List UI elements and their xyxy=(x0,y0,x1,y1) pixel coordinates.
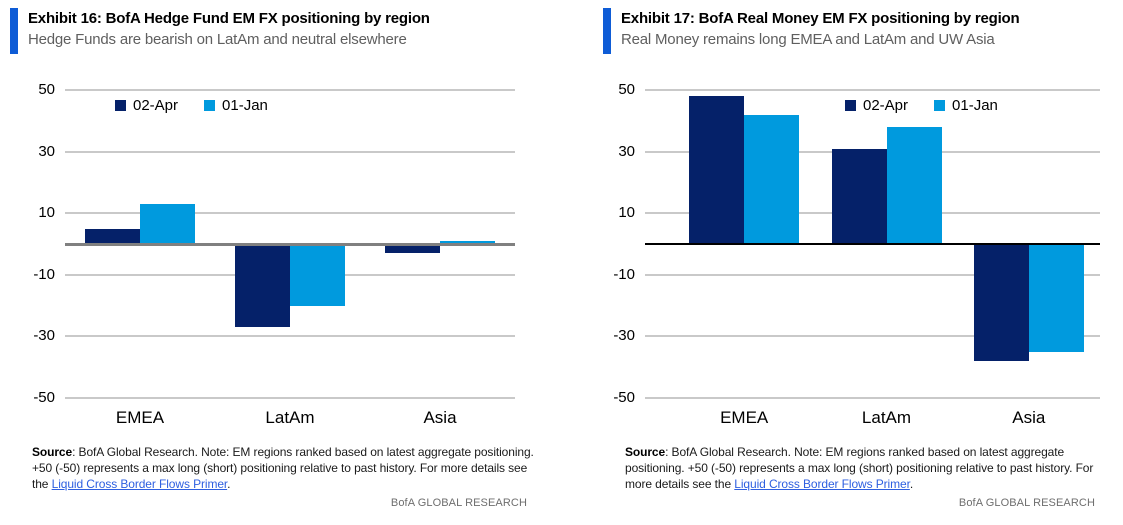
bar-01-Jan-Asia xyxy=(440,240,495,244)
x-axis-label-Asia: Asia xyxy=(1012,408,1046,427)
legend-item-01-Jan: 01-Jan xyxy=(204,97,268,114)
y-axis-tick-label: -30 xyxy=(33,327,55,345)
x-axis-label-LatAm: LatAm xyxy=(861,408,912,427)
exhibit-subtitle: Real Money remains long EMEA and LatAm a… xyxy=(621,31,995,48)
exhibit-subtitle: Hedge Funds are bearish on LatAm and neu… xyxy=(28,31,407,48)
legend-swatch xyxy=(934,100,946,111)
gridline--50 xyxy=(65,397,515,399)
gridline--50 xyxy=(645,397,1100,399)
legend-item-02-Apr: 02-Apr xyxy=(115,97,178,114)
y-axis-tick-label: -50 xyxy=(33,389,55,406)
bar-01-Jan-EMEA xyxy=(744,114,800,244)
source-label: Source xyxy=(32,445,73,459)
brand-label: BofA GLOBAL RESEARCH xyxy=(958,497,1095,509)
accent-bar xyxy=(10,8,18,54)
exhibit-16-header: Exhibit 16: BofA Hedge Fund EM FX positi… xyxy=(10,8,555,54)
footnote: Source: BofA Global Research. Note: EM r… xyxy=(625,444,1117,492)
exhibit-17-header: Exhibit 17: BofA Real Money EM FX positi… xyxy=(603,8,1123,54)
chart-area: 02-Apr 01-Jan 50 30 10 -10 -30 -50 EMEA LatAm Asi… xyxy=(603,81,1123,432)
primer-link[interactable]: Liquid Cross Border Flows Primer xyxy=(51,477,228,491)
zero-axis-line xyxy=(645,243,1100,245)
y-axis-tick-label: -30 xyxy=(613,327,635,345)
bar-02-Apr-Asia xyxy=(385,244,440,254)
y-axis-tick-label: 10 xyxy=(618,204,635,222)
footnote-text: : BofA Global Research. Note: EM regions… xyxy=(625,445,1094,491)
bar-01-Jan-Asia xyxy=(1028,244,1084,352)
x-axis-label-Asia: Asia xyxy=(423,408,457,427)
legend-swatch xyxy=(115,100,126,111)
legend-item-01-Jan: 01-Jan xyxy=(934,97,998,114)
legend-item-02-Apr: 02-Apr xyxy=(845,97,908,114)
footnote-text: : BofA Global Research. Note: EM regions… xyxy=(32,445,534,491)
zero-axis-line xyxy=(65,243,515,246)
gridline--10 xyxy=(645,273,1100,276)
y-axis-tick-label: 50 xyxy=(618,81,635,98)
legend-label: 02-Apr xyxy=(863,97,909,114)
panel-exhibit-17: Exhibit 17: BofA Real Money EM FX positi… xyxy=(603,8,1123,509)
exhibit-title: Exhibit 16: BofA Hedge Fund EM FX positi… xyxy=(28,10,430,27)
bar-02-Apr-EMEA xyxy=(689,96,745,244)
primer-link[interactable]: Liquid Cross Border Flows Primer xyxy=(734,477,910,491)
chart-area: 02-Apr 01-Jan 50 30 10 -10 -30 -50 EMEA LatAm Asi… xyxy=(10,81,555,432)
gridline-50 xyxy=(65,89,515,91)
bar-02-Apr-Asia xyxy=(973,244,1029,362)
x-axis-label-EMEA: EMEA xyxy=(115,408,165,427)
bar-02-Apr-LatAm xyxy=(235,244,290,328)
legend-swatch xyxy=(845,100,856,111)
legend-label: 02-Apr xyxy=(133,97,179,114)
exhibit-title: Exhibit 17: BofA Real Money EM FX positi… xyxy=(621,10,1020,27)
real-money-bar-chart: 02-Apr 01-Jan xyxy=(645,89,1100,399)
accent-bar xyxy=(603,8,611,54)
hedge-fund-bar-chart: 02-Apr 01-Jan xyxy=(65,89,515,399)
source-label: Source xyxy=(625,445,666,459)
bar-01-Jan-LatAm xyxy=(886,126,942,244)
chart-legend: 02-Apr 01-Jan xyxy=(845,97,998,114)
gridline-30 xyxy=(65,150,515,153)
gridline--30 xyxy=(645,335,1100,338)
y-axis-tick-label: -10 xyxy=(33,265,55,283)
y-axis-tick-label: 10 xyxy=(38,204,55,222)
y-axis-tick-label: 50 xyxy=(38,81,55,98)
brand-label: BofA GLOBAL RESEARCH xyxy=(390,497,527,509)
y-axis-tick-label: 30 xyxy=(38,142,55,160)
bar-02-Apr-LatAm xyxy=(831,148,887,244)
y-axis-tick-label: -10 xyxy=(613,265,635,283)
footnote-period: . xyxy=(227,477,231,491)
bar-01-Jan-EMEA xyxy=(140,203,195,244)
y-axis-tick-label: 30 xyxy=(618,142,635,160)
legend-label: 01-Jan xyxy=(952,97,998,114)
gridline-10 xyxy=(65,212,515,215)
bar-01-Jan-LatAm xyxy=(290,244,345,306)
legend-label: 01-Jan xyxy=(222,97,268,114)
footnote: Source: BofA Global Research. Note: EM r… xyxy=(32,444,540,492)
x-axis-label-LatAm: LatAm xyxy=(265,408,315,427)
footnote-period: . xyxy=(909,477,914,491)
chart-legend: 02-Apr 01-Jan xyxy=(115,97,268,114)
bar-02-Apr-EMEA xyxy=(85,228,140,244)
panel-exhibit-16: Exhibit 16: BofA Hedge Fund EM FX positi… xyxy=(10,8,555,509)
x-axis-label-EMEA: EMEA xyxy=(720,408,769,427)
gridline-50 xyxy=(645,89,1100,91)
legend-swatch xyxy=(204,100,216,111)
y-axis-tick-label: -50 xyxy=(613,389,635,406)
gridline--30 xyxy=(65,335,515,338)
